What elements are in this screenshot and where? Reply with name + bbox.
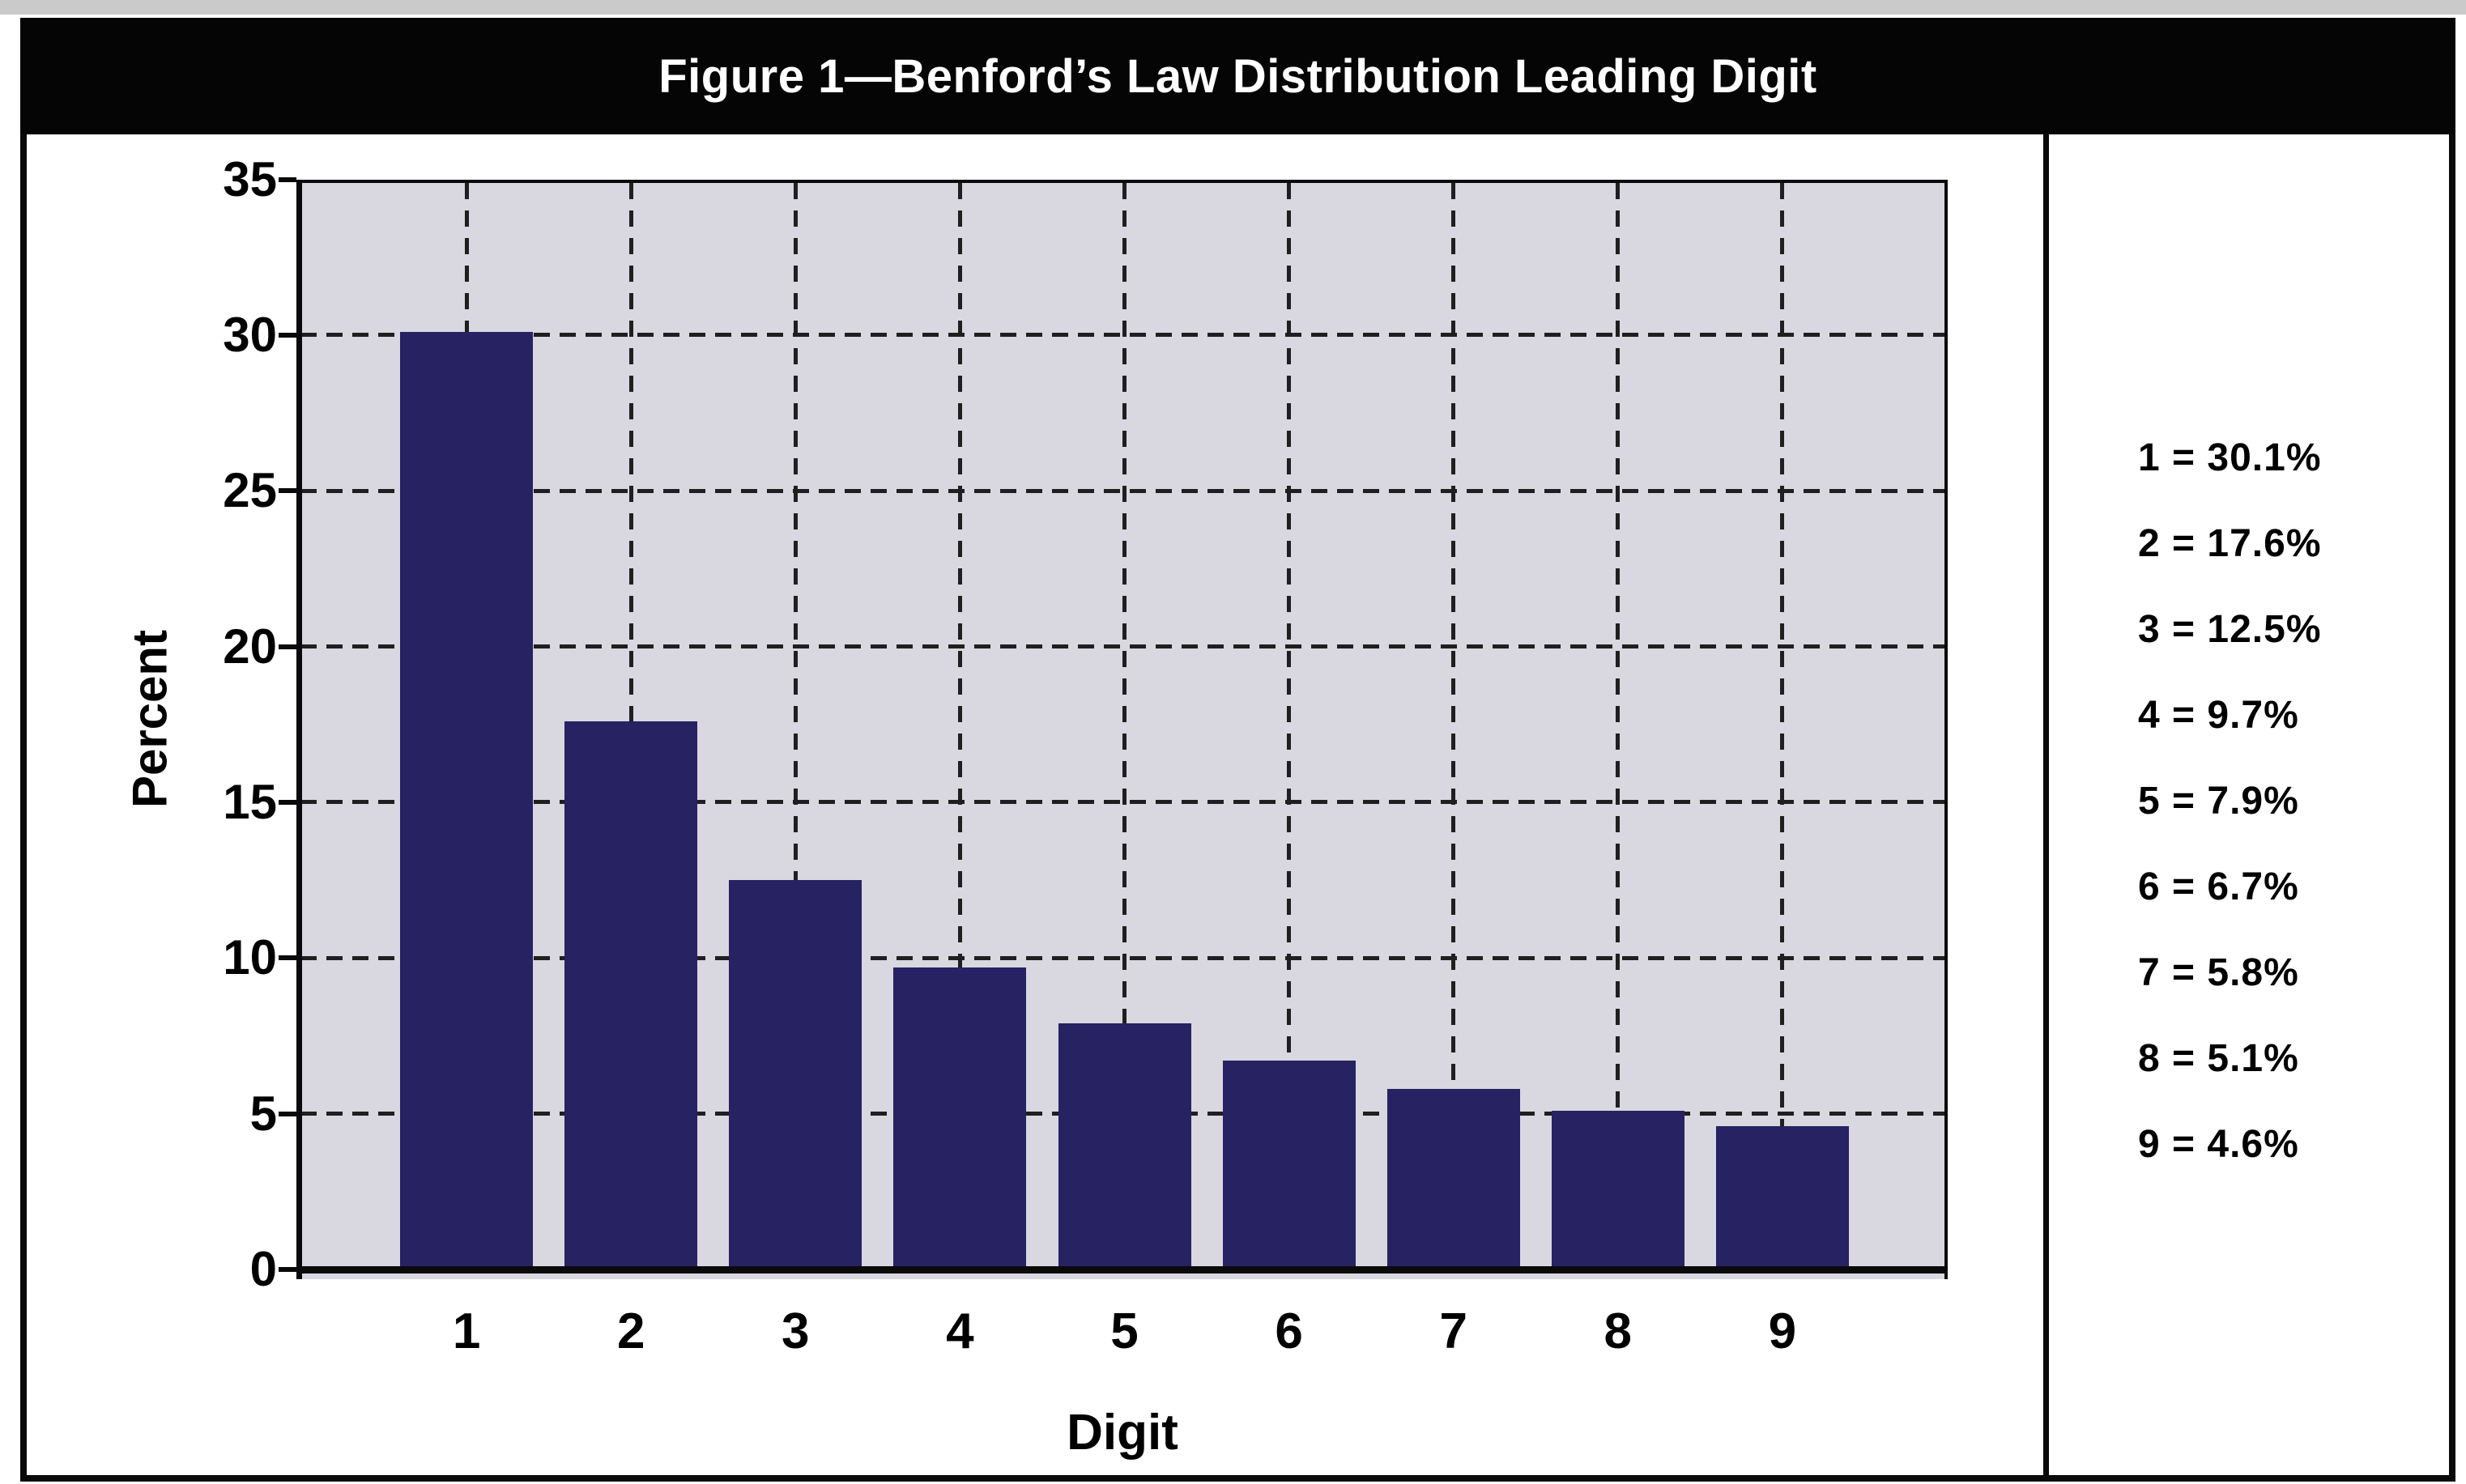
bar-digit-6	[1222, 1061, 1356, 1269]
x-axis-line	[296, 1266, 1948, 1274]
y-axis-line	[296, 180, 302, 1279]
legend-item-6: 6 = 6.7%	[2138, 865, 2299, 908]
y-tick-label-10: 10	[223, 930, 277, 985]
y-tick-label-35: 35	[223, 151, 277, 206]
legend-list: 1 = 30.1% 2 = 17.6% 3 = 12.5% 4 = 9.7% 5 = 7…	[2138, 415, 2438, 1187]
x-tick-label-5: 5	[1110, 1303, 1139, 1359]
bar-digit-8	[1551, 1110, 1684, 1269]
gridline-x-3	[793, 183, 798, 1266]
bar-digit-3	[729, 880, 862, 1269]
legend-item-9: 9 = 4.6%	[2138, 1122, 2299, 1166]
y-tick-mark-15	[279, 799, 296, 805]
y-tick-label-30: 30	[223, 307, 277, 362]
y-tick-label-5: 5	[249, 1086, 277, 1141]
figure-title: Figure 1—Benford’s Law Distribution Lead…	[658, 49, 1817, 103]
y-tick-mark-0	[279, 1267, 296, 1272]
legend-item-3: 3 = 12.5%	[2138, 607, 2322, 651]
bar-digit-9	[1715, 1126, 1849, 1269]
gridline-x-9	[1780, 183, 1785, 1266]
bar-digit-1	[400, 332, 534, 1269]
gridline-x-8	[1616, 183, 1621, 1266]
x-tick-label-1: 1	[452, 1303, 481, 1359]
gridline-x-6	[1287, 183, 1292, 1266]
legend-item-2: 2 = 17.6%	[2138, 521, 2322, 565]
legend-item-7: 7 = 5.8%	[2138, 950, 2299, 994]
y-tick-mark-5	[279, 1111, 296, 1116]
bar-digit-2	[564, 721, 698, 1269]
y-tick-label-20: 20	[223, 619, 277, 674]
x-tick-label-8: 8	[1604, 1303, 1633, 1359]
bar-digit-4	[893, 967, 1027, 1269]
y-axis-title: Percent	[122, 629, 177, 809]
x-tick-label-4: 4	[946, 1303, 974, 1359]
bar-digit-7	[1386, 1088, 1520, 1269]
legend-item-1: 1 = 30.1%	[2138, 436, 2322, 479]
x-tick-label-7: 7	[1439, 1303, 1467, 1359]
y-tick-label-25: 25	[223, 463, 277, 518]
figure-title-bar: Figure 1—Benford’s Law Distribution Lead…	[20, 18, 2455, 134]
gridline-x-4	[957, 183, 962, 1266]
page-top-edge	[0, 0, 2466, 15]
y-tick-mark-35	[279, 176, 296, 182]
legend-item-5: 5 = 7.9%	[2138, 779, 2299, 823]
y-tick-mark-10	[279, 955, 296, 961]
x-tick-label-6: 6	[1275, 1303, 1303, 1359]
x-tick-label-9: 9	[1768, 1303, 1797, 1359]
y-tick-mark-25	[279, 488, 296, 494]
x-axis-title: Digit	[1067, 1405, 1178, 1461]
legend-panel-divider	[2043, 134, 2049, 1477]
gridline-x-5	[1122, 183, 1127, 1266]
x-tick-label-2: 2	[616, 1303, 645, 1359]
y-tick-label-0: 0	[249, 1242, 277, 1296]
legend-item-8: 8 = 5.1%	[2138, 1036, 2299, 1080]
legend-item-4: 4 = 9.7%	[2138, 693, 2299, 737]
x-tick-label-3: 3	[782, 1303, 810, 1359]
y-tick-label-15: 15	[223, 774, 277, 829]
y-tick-mark-30	[279, 332, 296, 338]
y-tick-mark-20	[279, 644, 296, 649]
gridline-x-7	[1451, 183, 1456, 1266]
bar-digit-5	[1058, 1023, 1191, 1269]
